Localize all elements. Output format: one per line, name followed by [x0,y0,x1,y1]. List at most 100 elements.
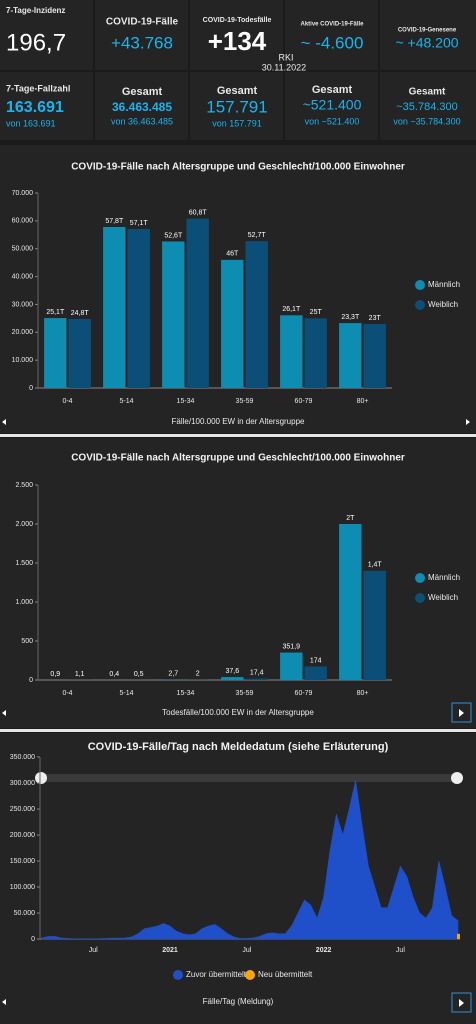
bar [280,315,303,388]
tile-label: COVID-19-Todesfälle [203,17,272,24]
x-tick-label: 80+ [357,690,369,697]
x-tick-label: 15-34 [177,398,195,405]
chart-title: COVID-19-Fälle nach Altersgruppe und Ges… [71,162,405,173]
x-axis-title: Fälle/Tag (Meldung) [203,997,274,1006]
x-tick-label: 80+ [357,398,369,405]
y-tick-label: 500 [21,638,33,645]
legend-swatch [415,280,425,290]
scroll-arrow[interactable] [459,999,464,1007]
value-label: 46T [226,251,239,258]
tile [380,72,476,140]
bar [363,323,386,388]
y-tick-label: 1.000 [15,599,33,606]
legend-swatch [173,970,183,980]
x-tick-label: 35-59 [236,398,254,405]
tile [380,0,476,70]
y-tick-label: 350.000 [10,754,35,761]
tile-sub: von 157.791 [212,118,262,128]
bar [245,241,268,388]
y-tick-label: 0 [29,677,33,684]
x-axis-title: Todesfälle/100.000 EW in der Altersgrupp… [162,708,314,717]
tile-sub: von ~521.400 [305,116,360,126]
legend-swatch [415,300,425,310]
tile-value: ~35.784.300 [396,101,457,113]
value-label: 23,3T [341,314,360,321]
y-tick-label: 60.000 [12,218,34,225]
x-tick-label: 60-79 [295,398,313,405]
y-tick-label: 30.000 [12,301,34,308]
y-tick-label: 1.500 [15,560,33,567]
x-tick-label: 0-4 [62,690,72,697]
bar [304,666,327,680]
scroll-arrow[interactable] [459,709,464,717]
legend-swatch [415,593,425,603]
chart-title: COVID-19-Fälle nach Altersgruppe und Ges… [71,453,405,464]
bar [245,678,268,680]
y-tick-label: 150.000 [10,858,35,865]
legend-label: Männlich [428,280,460,289]
scroll-button[interactable] [451,992,472,1013]
bar [339,524,362,680]
chart-title: COVID-19-Fälle/Tag nach Meldedatum (sieh… [88,741,389,753]
panel [0,438,476,728]
value-label: 26,1T [282,306,301,313]
tile-label: Gesamt [409,87,446,98]
tile-sub: von ~35.784.300 [393,116,460,126]
y-tick-label: 300.000 [10,780,35,787]
tile-value: 36.463.485 [112,100,172,114]
value-label: 24,8T [71,310,90,317]
scroll-button[interactable] [451,702,472,723]
legend-label: Zuvor übermittelt [186,970,247,979]
x-tick-label: 60-79 [295,690,313,697]
tile-value: ~521.400 [303,97,362,113]
tile-label: COVID-19-Genesene [398,28,457,34]
x-tick-label: Jul [242,947,251,954]
tile [285,0,378,70]
bar [44,318,67,388]
value-label: 1,1 [75,671,85,678]
tile-label: COVID-19-Fälle [106,17,179,28]
tile-value: ~ +48.200 [395,35,458,51]
bar [162,241,185,388]
x-tick-label: 0-4 [62,398,72,405]
value-label: 57,8T [105,218,124,225]
tile-label: 7-Tage-Inzidenz [6,6,65,15]
tile-value: 163.691 [6,99,64,116]
x-tick-label: Jul [89,947,98,954]
tile [0,0,93,70]
tile-label: Gesamt [217,85,258,97]
tile [95,72,188,140]
tile-value: +43.768 [111,33,173,52]
x-tick-label: 35-59 [236,690,254,697]
value-label: 2 [196,671,200,678]
value-label: 60,8T [189,209,208,216]
divider [0,729,476,732]
tile-value: 157.791 [206,97,267,116]
y-tick-label: 20.000 [12,329,34,336]
value-label: 57,1T [130,220,149,227]
slider-handle[interactable] [451,772,463,784]
tile-sub: von 36.463.485 [111,116,173,126]
value-label: 2,7 [168,671,178,678]
range-slider[interactable] [40,774,458,782]
value-label: 25T [310,309,323,316]
source: RKI [278,52,293,62]
legend-label: Weiblich [428,593,458,602]
x-tick-label: 5-14 [119,398,133,405]
legend-label: Neu übermittelt [258,970,313,979]
value-label: 1,4T [368,562,383,569]
bar [68,318,91,388]
slider-handle[interactable] [35,772,47,784]
bar [363,570,386,680]
legend-swatch [245,970,255,980]
area-bar [457,933,460,939]
y-tick-label: 70.000 [12,190,34,197]
bar [304,318,327,388]
scroll-arrow[interactable] [2,710,6,716]
x-tick-label: 2022 [316,947,332,954]
x-axis-title: Fälle/100.000 EW in der Altersgruppe [172,417,306,426]
scroll-arrow[interactable] [2,999,6,1005]
bar [221,677,244,680]
y-tick-label: 200.000 [10,832,35,839]
